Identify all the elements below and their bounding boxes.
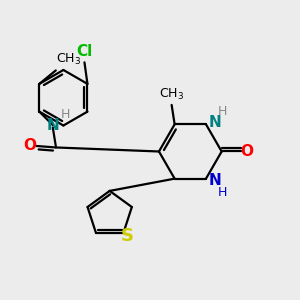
- Text: O: O: [240, 144, 253, 159]
- Text: O: O: [23, 139, 36, 154]
- Text: H: H: [217, 105, 227, 118]
- Text: CH$_3$: CH$_3$: [159, 87, 184, 102]
- Text: N: N: [208, 172, 221, 188]
- Text: CH$_3$: CH$_3$: [56, 52, 82, 68]
- Text: N: N: [208, 115, 221, 130]
- Text: S: S: [121, 227, 134, 245]
- Text: Cl: Cl: [76, 44, 93, 59]
- Text: H: H: [61, 109, 70, 122]
- Text: H: H: [217, 186, 227, 199]
- Text: N: N: [46, 118, 59, 133]
